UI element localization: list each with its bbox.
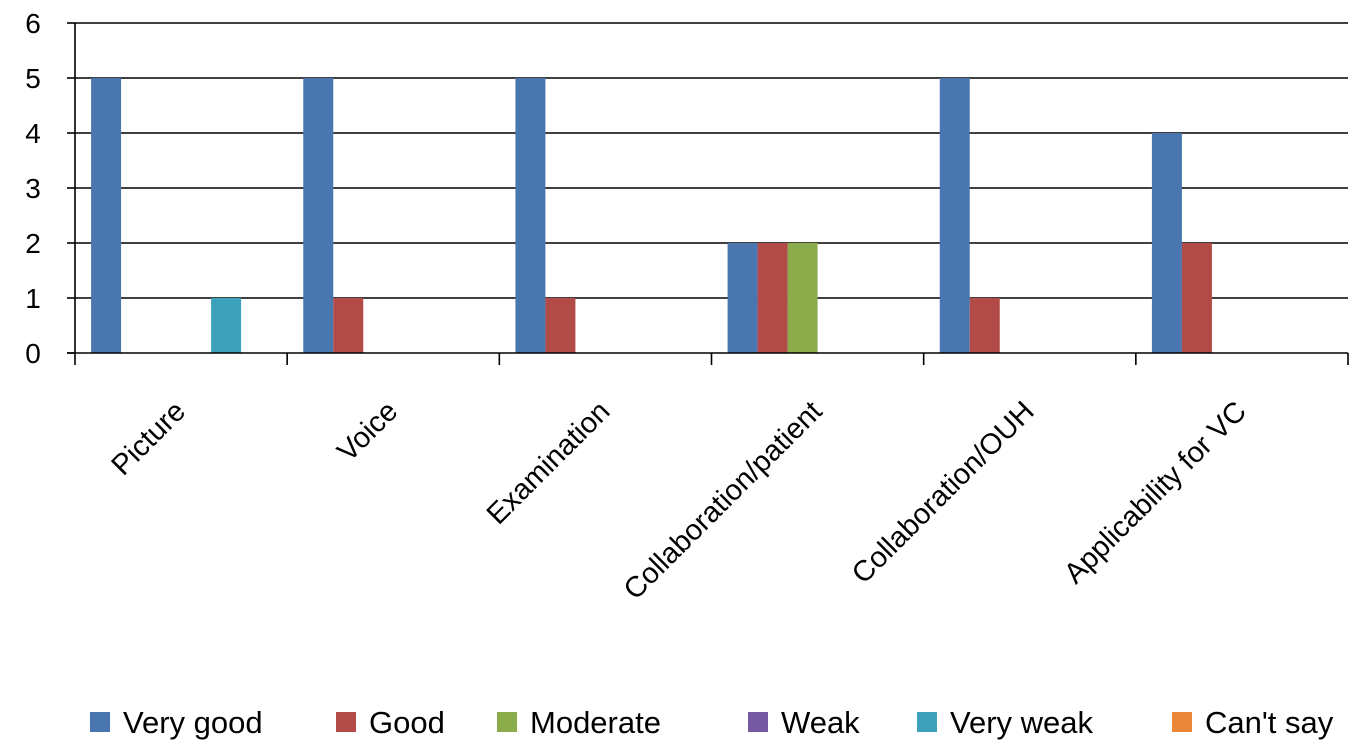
bar-very-good-1 xyxy=(303,78,334,353)
bar-very-good-4 xyxy=(939,78,970,353)
legend-swatch xyxy=(497,712,517,732)
legend-item: Moderate xyxy=(497,705,661,740)
legend-label: Moderate xyxy=(530,705,661,740)
gridlines xyxy=(75,22,1348,299)
bar-very-good-2 xyxy=(515,78,546,353)
category-label: Picture xyxy=(106,395,192,481)
bar-very-good-3 xyxy=(727,243,758,353)
category-label: Collaboration/patient xyxy=(618,395,829,606)
y-tick-label: 6 xyxy=(25,8,41,39)
legend: Very good Good Moderate Weak Very weak Can't … xyxy=(90,705,1334,740)
legend-label: Very good xyxy=(123,705,263,740)
legend-swatch xyxy=(917,712,937,732)
legend-label: Can't say xyxy=(1205,705,1334,740)
legend-label: Weak xyxy=(781,705,860,740)
category-label: Collaboration/OUH xyxy=(846,395,1041,590)
y-tick-label: 5 xyxy=(25,63,41,94)
category-label: Voice xyxy=(331,395,404,468)
bar-good-5 xyxy=(1181,243,1212,353)
y-tick-labels: 0 1 2 3 4 5 6 xyxy=(25,8,41,369)
bars xyxy=(91,78,1212,353)
bar-good-3 xyxy=(757,243,788,353)
legend-swatch xyxy=(748,712,768,732)
legend-swatch xyxy=(90,712,110,732)
bar-good-2 xyxy=(545,298,576,353)
bar-very-weak-0 xyxy=(211,298,242,353)
axes xyxy=(67,22,1349,365)
bar-good-1 xyxy=(333,298,364,353)
legend-item: Weak xyxy=(748,705,860,740)
y-tick-label: 1 xyxy=(25,283,41,314)
legend-item: Good xyxy=(336,705,445,740)
category-label: Examination xyxy=(481,395,616,530)
category-label: Applicability for VC xyxy=(1058,395,1253,590)
bar-good-4 xyxy=(969,298,1000,353)
y-tick-label: 3 xyxy=(25,173,41,204)
legend-item: Can't say xyxy=(1172,705,1334,740)
legend-swatch xyxy=(336,712,356,732)
bar-very-good-0 xyxy=(91,78,122,353)
y-tick-label: 4 xyxy=(25,118,41,149)
legend-item: Very weak xyxy=(917,705,1094,740)
legend-swatch xyxy=(1172,712,1192,732)
y-tick-label: 2 xyxy=(25,228,41,259)
category-labels: Picture Voice Examination Collaboration/pat… xyxy=(106,395,1253,606)
legend-label: Good xyxy=(369,705,445,740)
bar-very-good-5 xyxy=(1151,133,1182,353)
legend-label: Very weak xyxy=(950,705,1094,740)
bar-moderate-3 xyxy=(787,243,818,353)
y-tick-label: 0 xyxy=(25,338,41,369)
legend-item: Very good xyxy=(90,705,263,740)
